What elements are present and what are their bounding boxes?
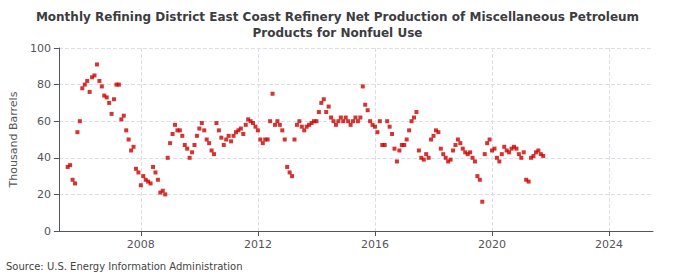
svg-text:20: 20	[37, 188, 51, 201]
svg-text:0: 0	[44, 225, 51, 238]
svg-text:Monthly Refining District East: Monthly Refining District East Coast Ref…	[36, 10, 639, 24]
svg-text:Products for Nonfuel Use: Products for Nonfuel Use	[253, 26, 423, 40]
svg-text:2008: 2008	[127, 238, 155, 251]
svg-text:40: 40	[37, 151, 51, 164]
svg-text:2024: 2024	[595, 238, 623, 251]
svg-text:2012: 2012	[244, 238, 272, 251]
svg-text:80: 80	[37, 78, 51, 91]
svg-text:Thousand Barrels: Thousand Barrels	[7, 91, 20, 188]
svg-text:2016: 2016	[361, 238, 389, 251]
svg-text:Source: U.S. Energy Informatio: Source: U.S. Energy Information Administ…	[6, 261, 243, 272]
svg-text:2020: 2020	[478, 238, 506, 251]
svg-text:100: 100	[30, 42, 51, 55]
svg-text:60: 60	[37, 115, 51, 128]
